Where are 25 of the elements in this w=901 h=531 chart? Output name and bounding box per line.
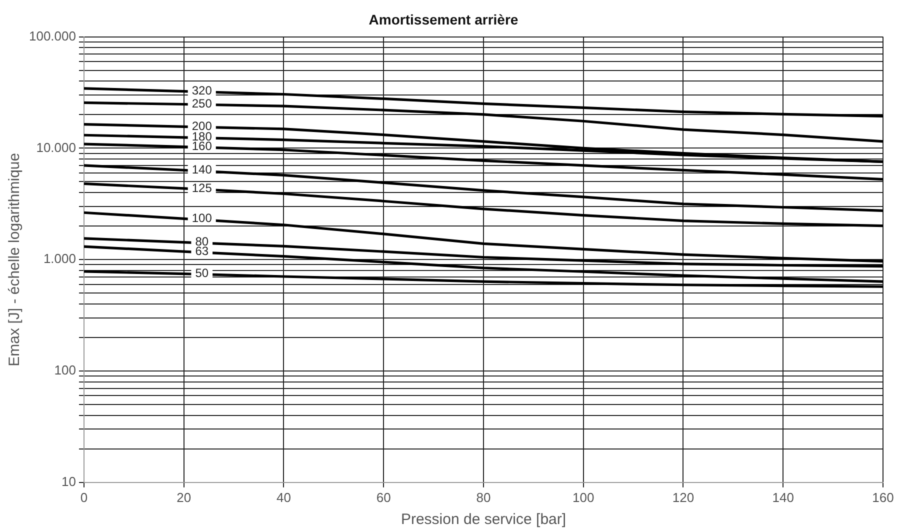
series-label: 320 [192, 84, 212, 98]
series-label: 125 [192, 180, 212, 195]
y-tick-label: 10.000 [36, 140, 76, 155]
series-label: 200 [192, 119, 212, 133]
x-tick-label: 40 [276, 490, 291, 505]
x-tick-label: 60 [376, 490, 391, 505]
y-tick-label: 10 [62, 474, 76, 489]
x-tick-label: 0 [80, 490, 88, 505]
y-tick-label: 100 [54, 362, 76, 378]
x-tick-label: 80 [476, 490, 491, 505]
y-tick-label: 100.000 [28, 28, 76, 44]
x-tick-label: 140 [772, 490, 794, 505]
y-tick-label: 1.000 [43, 251, 76, 266]
series-label: 250 [192, 96, 212, 111]
x-tick-label: 20 [176, 490, 192, 505]
series-label: 100 [192, 210, 212, 225]
chart-title: Amortissement arrière [368, 11, 518, 28]
series-label: 160 [192, 139, 212, 154]
x-tick-label: 120 [672, 490, 694, 505]
series-label: 50 [195, 266, 209, 280]
y-axis-title: Emax [J] - échelle logarithmique [6, 152, 24, 366]
x-tick-label: 160 [872, 490, 894, 505]
x-axis-title: Pression de service [bar] [400, 511, 566, 528]
series-label: 140 [192, 162, 212, 176]
x-tick-label: 100 [572, 490, 594, 505]
